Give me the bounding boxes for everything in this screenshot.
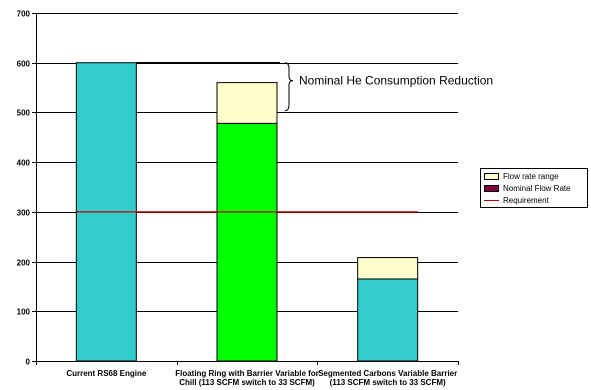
category-label-line: Chill (113 SCFM switch to 33 SCFM) <box>179 378 315 387</box>
y-tick-label-0: 0 <box>26 358 31 367</box>
legend: Flow rate range Nominal Flow Rate Requir… <box>480 168 588 208</box>
category-label-line: Segmented Carbons Variable Barrier <box>318 369 457 378</box>
bar-nominal-1 <box>216 122 278 362</box>
annotation-label: Nominal He Consumption Reduction <box>299 74 493 88</box>
y-tick-label-300: 300 <box>17 209 31 218</box>
category-labels: Current RS68 Engine Floating Ring with Ba… <box>66 369 457 387</box>
y-tick-label-400: 400 <box>17 159 31 168</box>
legend-label-flow-rate-range: Flow rate range <box>503 171 559 181</box>
legend-swatch-nominal-flow-rate <box>484 184 499 192</box>
legend-swatch-flow-rate-range <box>484 172 499 180</box>
y-tick-label-700: 700 <box>17 10 31 19</box>
category-label-2: Segmented Carbons Variable Barrier (113 S… <box>318 369 457 387</box>
legend-item-flow-rate-range: Flow rate range <box>484 170 559 182</box>
annotation: Nominal He Consumption Reduction <box>136 61 493 112</box>
category-label-line: Current RS68 Engine <box>66 369 147 378</box>
legend-label-nominal-flow-rate: Nominal Flow Rate <box>503 183 571 193</box>
category-label-0: Current RS68 Engine <box>66 369 147 378</box>
legend-line-requirement <box>484 199 499 201</box>
category-label-1: Floating Ring with Barrier Variable for C… <box>175 369 319 387</box>
y-tick-label-200: 200 <box>17 259 31 268</box>
legend-item-requirement: Requirement <box>484 194 549 206</box>
bar-nominal-2 <box>357 278 419 362</box>
category-label-line: Floating Ring with Barrier Variable for <box>175 369 319 378</box>
axes <box>36 13 459 365</box>
bar-range-1 <box>216 82 278 124</box>
y-tick-label-100: 100 <box>17 308 31 317</box>
legend-item-nominal-flow-rate: Nominal Flow Rate <box>484 182 571 194</box>
legend-label-requirement: Requirement <box>503 195 549 205</box>
y-tick-label-600: 600 <box>17 60 31 69</box>
y-tick-labels: 0 100 200 300 400 500 600 700 <box>17 10 31 367</box>
brace <box>284 62 294 112</box>
y-tick-label-500: 500 <box>17 109 31 118</box>
bar-range-2 <box>357 257 419 280</box>
category-label-line: (113 SCFM switch to 33 SCFM) <box>330 378 446 387</box>
